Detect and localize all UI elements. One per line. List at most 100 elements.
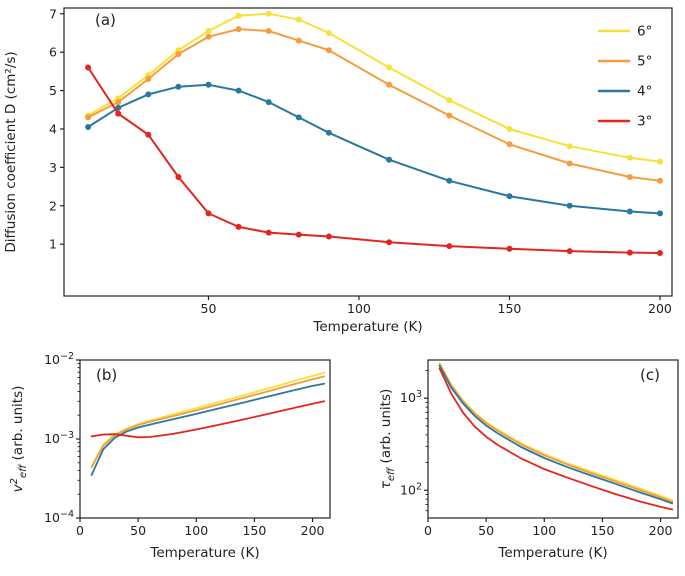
y-tick-label: 5 — [49, 83, 57, 98]
y-tick-label: 10−2 — [44, 351, 74, 367]
x-tick-label: 100 — [347, 301, 371, 316]
y-axis-label: v2eff (arb. units) — [9, 386, 29, 493]
y-tick-label: 4 — [49, 121, 57, 136]
x-tick-label: 50 — [478, 523, 494, 538]
x-tick-label: 200 — [649, 523, 673, 538]
series-4deg-marker — [235, 87, 242, 94]
series-5deg-marker — [657, 177, 663, 184]
series-4deg-line — [87, 83, 661, 215]
series-3deg-marker — [175, 174, 182, 180]
x-tick-label: 0 — [424, 523, 432, 538]
series-4deg-marker — [566, 202, 573, 209]
series-5deg-line — [87, 28, 661, 182]
x-tick-label: 50 — [130, 523, 146, 538]
series-4deg-marker — [386, 156, 393, 163]
x-tick-label: 100 — [532, 523, 556, 538]
series-4deg-marker — [446, 177, 453, 184]
series-6deg-marker — [386, 64, 393, 71]
series-3deg-line — [90, 400, 326, 439]
series-5deg-marker — [235, 26, 242, 33]
series-4deg-marker — [506, 193, 513, 200]
y-tick-label: 6 — [49, 45, 57, 60]
series-3deg-marker — [115, 110, 122, 117]
series-6deg-marker — [325, 30, 332, 36]
series-5deg-marker — [175, 51, 182, 58]
series-6deg-marker — [446, 97, 453, 104]
series-6deg-line — [438, 362, 674, 502]
y-tick-label: 1 — [49, 237, 57, 252]
series-4deg-marker — [145, 91, 152, 98]
series-3deg-marker — [265, 229, 272, 236]
series-6deg-marker — [265, 10, 272, 17]
series-4deg-marker — [657, 210, 663, 217]
series-6deg-marker — [626, 154, 633, 161]
series-5deg-marker — [566, 160, 573, 167]
x-tick-label: 50 — [201, 301, 217, 316]
series-4deg-marker — [295, 114, 302, 121]
panel-b: 0 50 100 150 200 10−2 10−3 10−4 (b) Temperature (… — [9, 351, 331, 561]
series-3deg-marker — [295, 231, 302, 238]
series-6deg-marker — [657, 158, 663, 165]
series-4deg-line — [90, 382, 326, 476]
legend: 6° 5° 4° 3° — [597, 24, 652, 130]
series-5deg-marker — [506, 141, 513, 148]
legend-label-3deg: 3° — [637, 114, 652, 130]
series-4deg-marker — [626, 208, 633, 215]
series-5deg-marker — [205, 33, 212, 40]
y-axis-label: Diffusion coefficient D (cm²/s) — [3, 51, 19, 252]
series-4deg-marker — [325, 129, 332, 136]
x-axis-label: Temperature (K) — [149, 545, 259, 561]
legend-label-6deg: 6° — [637, 24, 652, 40]
series-3deg-marker — [566, 248, 573, 255]
legend-label-4deg: 4° — [637, 84, 652, 100]
series-3deg-marker — [626, 249, 633, 256]
series-5deg-marker — [325, 47, 332, 54]
series-3deg-marker — [386, 239, 393, 246]
x-axis-label: Temperature (K) — [312, 319, 422, 335]
y-tick-label: 10−4 — [44, 509, 74, 525]
panel-label-c: (c) — [640, 366, 660, 384]
x-tick-label: 200 — [301, 523, 325, 538]
y-tick-label: 2 — [49, 198, 57, 213]
x-tick-label: 100 — [184, 523, 208, 538]
series-5deg-marker — [115, 99, 122, 106]
y-tick-label: 3 — [49, 160, 57, 175]
series-3deg-marker — [506, 245, 513, 252]
series-6deg-marker — [506, 126, 513, 132]
series-4deg-marker — [205, 81, 212, 88]
y-tick-label: 102 — [400, 481, 422, 497]
series-3deg-marker — [446, 243, 453, 250]
series-4deg-marker — [85, 124, 92, 130]
axes-box — [79, 359, 331, 519]
y-tick-label: 10−3 — [44, 430, 74, 446]
x-tick-label: 150 — [590, 523, 614, 538]
x-tick-label: 200 — [648, 301, 672, 316]
x-tick-label: 150 — [242, 523, 266, 538]
series-6deg-marker — [235, 12, 242, 19]
series-6deg-marker — [205, 28, 212, 34]
series-5deg-marker — [85, 114, 92, 121]
series-5deg-marker — [446, 112, 453, 119]
panel-label-b: (b) — [96, 366, 117, 384]
series-4deg-marker — [115, 104, 122, 111]
series-3deg-line — [87, 66, 661, 254]
series-3deg-marker — [205, 210, 212, 217]
series-5deg-marker — [386, 81, 393, 88]
panel-label-a: (a) — [95, 11, 116, 29]
series-3deg-marker — [325, 233, 332, 240]
series-5deg-marker — [295, 37, 302, 44]
series-3deg-marker — [85, 64, 92, 71]
x-tick-label: 150 — [498, 301, 522, 316]
series-3deg-marker — [145, 131, 152, 138]
axes-box — [427, 359, 679, 519]
series-5deg-marker — [265, 28, 272, 34]
y-tick-label: 7 — [49, 6, 57, 21]
series-6deg-marker — [295, 16, 302, 23]
legend-label-5deg: 5° — [637, 54, 652, 70]
y-axis-label: τeff (arb. units) — [378, 389, 397, 490]
panel-c: 0 50 100 150 200 103 102 (c) Temperature (K) τeff… — [378, 359, 679, 561]
series-5deg-marker — [626, 174, 633, 180]
series-3deg-line — [438, 367, 674, 511]
